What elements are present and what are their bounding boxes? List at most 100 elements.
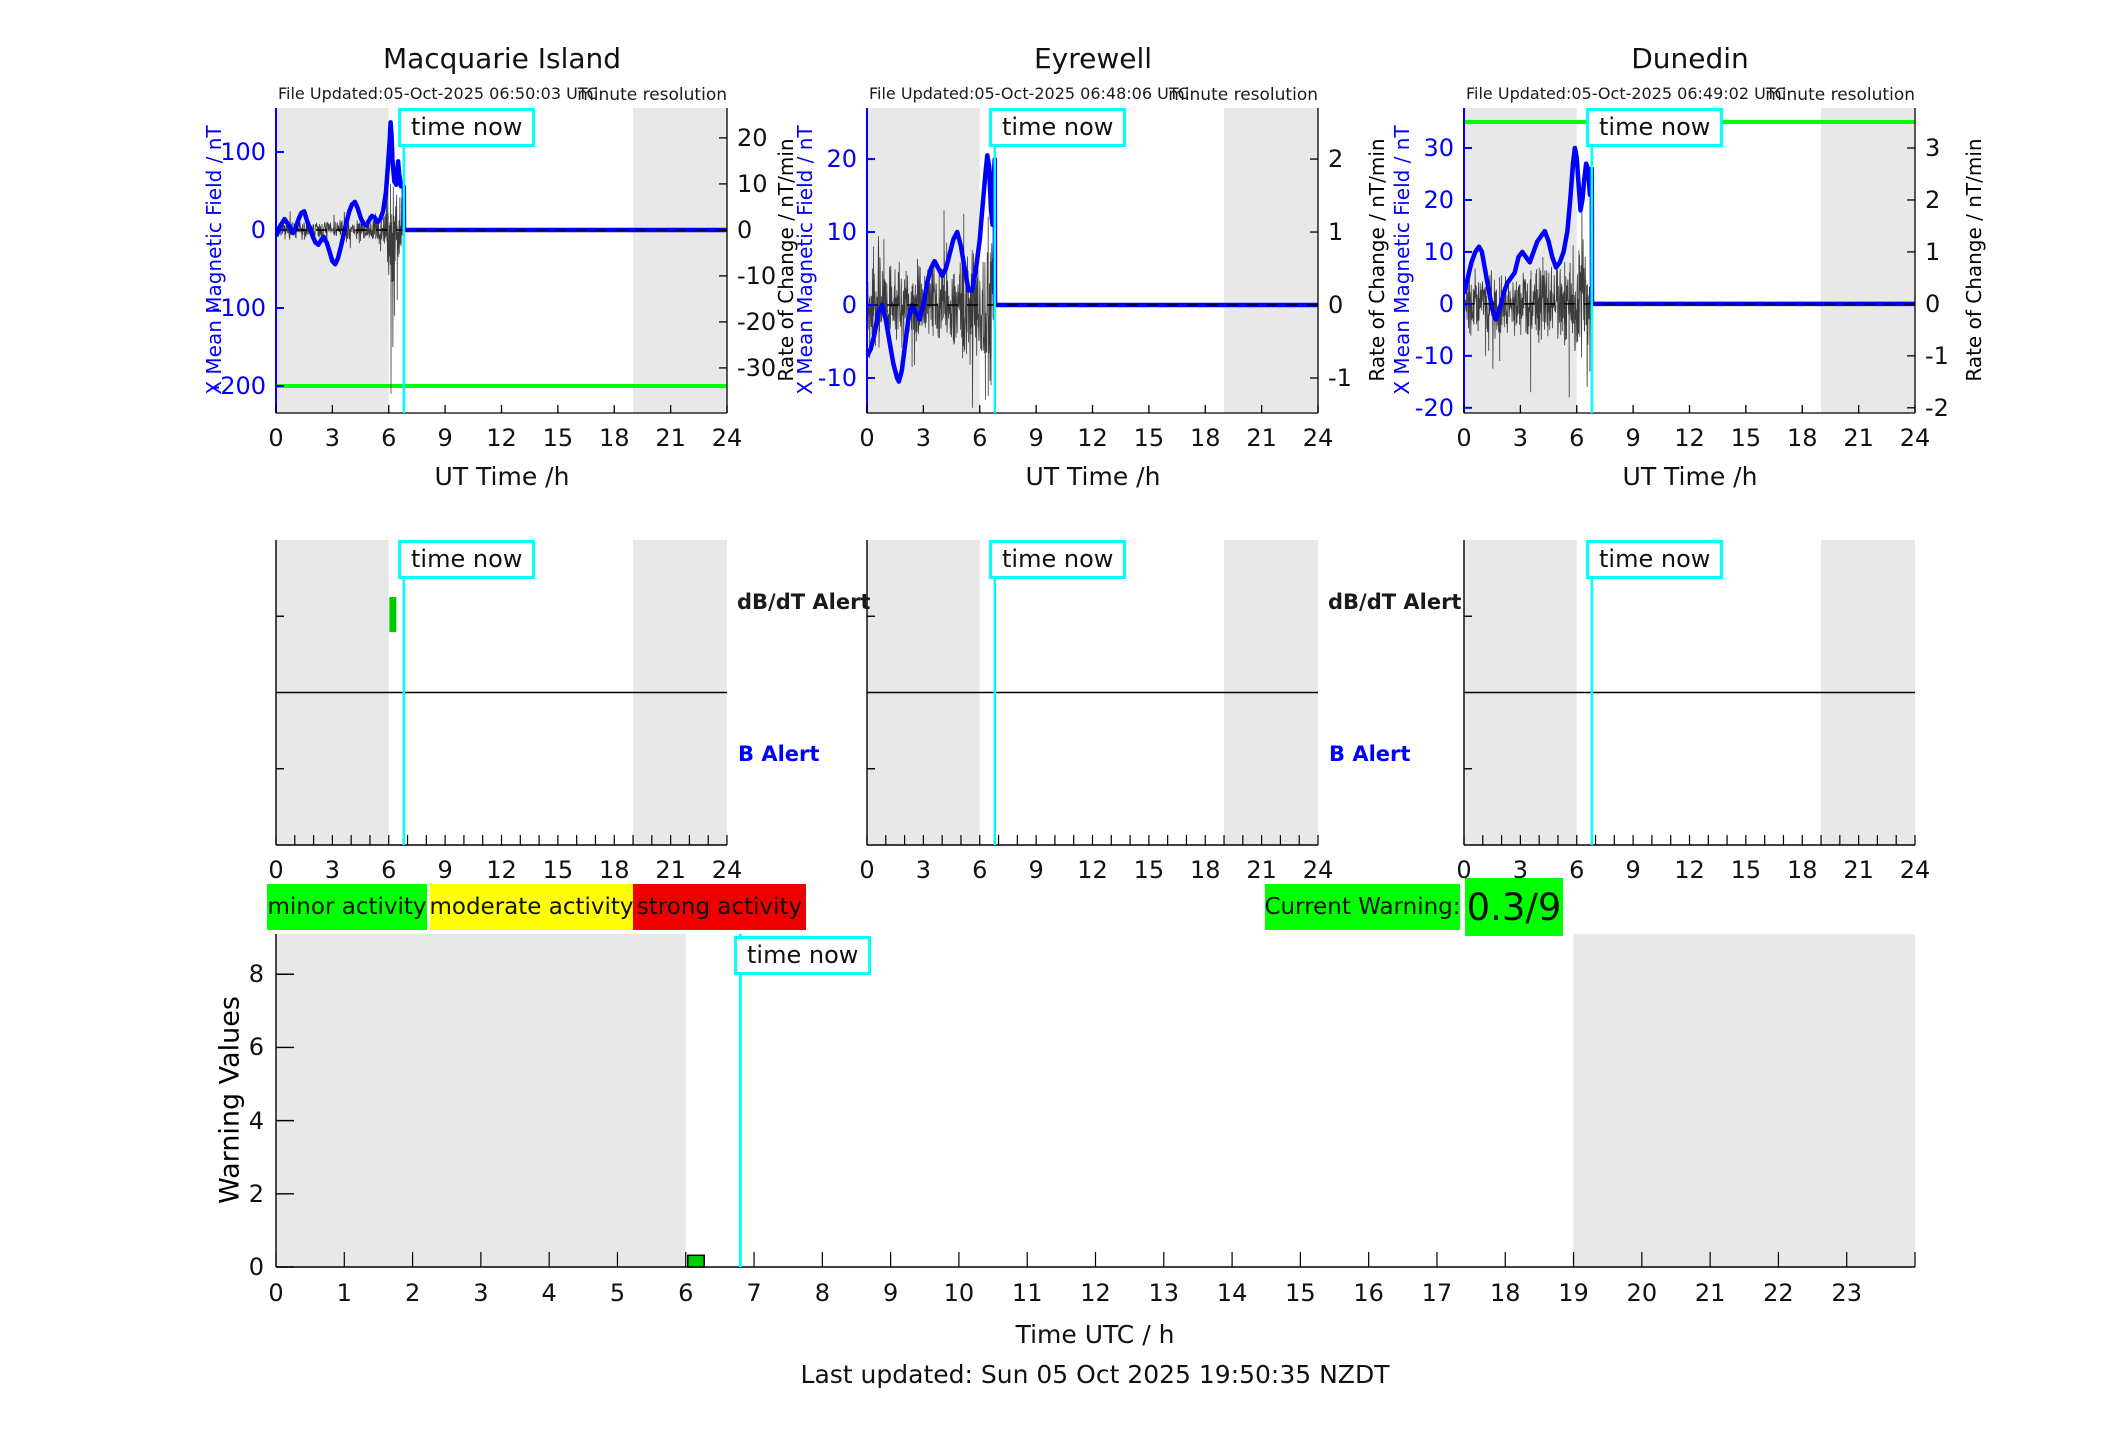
x-tick-label: 17 [1421,1279,1453,1307]
night-shading-band [1224,108,1318,413]
right-tick-label: -20 [737,307,777,336]
y-axis-label-text: Rate of Change / nT/min [1962,138,1986,382]
left-tick-label: 20 [826,145,857,174]
current-warning-value: 0.3/9 [1465,878,1563,936]
dbdt-alert-label-macquarie: dB/dT Alert [737,590,871,614]
left-tick-label: 10 [1423,237,1454,266]
x-tick-label: 10 [943,1279,975,1307]
right-tick-label: -1 [1328,363,1352,392]
x-tick-label: 12 [1077,856,1108,884]
b-alert-label-eyrewell: B Alert [1329,742,1411,766]
time-now-flag-alert-eyrewell: time now [989,540,1127,579]
x-tick-label: 0 [1456,856,1472,884]
right-tick-label: -2 [1925,393,1949,422]
left-tick-label: -100 [211,294,266,322]
x-tick-label: 9 [1625,856,1641,884]
x-tick-label: 13 [1148,1279,1180,1307]
x-mean-field-line [867,153,1318,384]
right-tick-label: -10 [737,261,777,290]
left-tick-label: -10 [817,363,857,392]
x-tick-label: 21 [655,856,686,884]
x-tick-label: 21 [1246,856,1277,884]
x-tick-label: 21 [655,424,686,452]
x-tick-label: 3 [324,856,341,884]
x-tick-label: 18 [1189,424,1221,452]
x-tick-label: 23 [1831,1279,1862,1307]
x-tick-label: 9 [437,856,453,884]
x-tick-label: 18 [1489,1279,1521,1307]
time-now-flag-top-eyrewell: time now [989,108,1127,147]
time-utc-axis-label: Time UTC / h [1015,1320,1175,1349]
y-tick-label: 0 [248,1253,264,1281]
x-tick-label: 12 [1080,1279,1111,1307]
x-tick-label: 9 [1625,424,1641,452]
chart-title-macquarie: Macquarie Island [382,42,622,75]
x-tick-label: 3 [1512,424,1529,452]
right-tick-label: 0 [737,215,753,244]
x-tick-label: 21 [1843,424,1874,452]
night-shading-band [1573,934,1915,1267]
x-tick-label: 8 [814,1279,830,1307]
x-mean-field-line [1464,145,1915,322]
x-mean-field-line [276,120,727,267]
right-tick-label: 10 [737,169,768,198]
x-tick-label: 9 [1028,424,1044,452]
right-tick-label: 0 [1328,291,1344,319]
x-tick-label: 0 [859,856,875,884]
x-tick-label: 11 [1011,1279,1043,1307]
resolution-note-eyrewell: minute resolution [1168,85,1318,105]
current-warning-text: Current Warning: [1264,894,1461,920]
y-tick-label: 6 [248,1033,264,1062]
right-tick-label: 2 [1925,185,1941,214]
x-tick-label: 16 [1353,1279,1384,1307]
left-tick-label: 20 [1423,185,1454,214]
legend-strong-activity: strong activity [633,884,806,930]
left-tick-label: 10 [826,218,857,247]
rate-of-change-noise-line [867,210,995,408]
x-tick-label: 4 [541,1279,557,1307]
x-tick-label: 24 [1899,856,1931,884]
dbdt-alert-label-eyrewell: dB/dT Alert [1328,590,1462,614]
x-tick-label: 6 [972,856,988,884]
b-alert-label-macquarie: B Alert [738,742,820,766]
time-now-flag-alert-macquarie: time now [398,540,536,579]
x-tick-label: 15 [542,856,574,884]
last-updated-text: Last updated: Sun 05 Oct 2025 19:50:35 N… [800,1360,1390,1389]
x-tick-label: 0 [268,856,284,884]
x-tick-label: 6 [678,1279,694,1307]
rate-of-change-noise-line [1464,210,1592,398]
y-axis-label-text: X Mean Magnetic Field / nT [1390,125,1414,395]
right-tick-label: 1 [1925,237,1941,266]
chart-title-dunedin: Dunedin [1631,42,1749,75]
legend-label: strong activity [636,894,803,920]
x-tick-label: 3 [915,424,932,452]
x-tick-label: 15 [1285,1279,1316,1307]
x-tick-label: 6 [381,856,397,884]
legend-minor-activity: minor activity [267,884,427,930]
left-tick-label: -10 [1414,341,1454,370]
x-tick-label: 0 [859,424,875,452]
x-tick-label: 6 [381,424,397,452]
resolution-note-macquarie: minute resolution [577,85,727,105]
x-tick-label: 24 [711,856,743,884]
file-updated-macquarie: File Updated:05-Oct-2025 06:50:03 UTC [278,84,598,103]
legend-label: moderate activity [429,894,634,920]
current-warning-value-text: 0.3/9 [1466,885,1562,929]
x-tick-label: 3 [473,1279,489,1307]
x-tick-label: 9 [882,1279,899,1307]
x-tick-label: 12 [1674,856,1705,884]
left-tick-label: 100 [220,137,266,166]
x-tick-label: 0 [268,1279,284,1307]
x-tick-label: 20 [1626,1279,1658,1307]
y-tick-label: 2 [248,1179,264,1208]
right-tick-label: 1 [1328,218,1344,247]
x-tick-label: 6 [972,424,988,452]
x-tick-label: 21 [1843,856,1874,884]
time-now-flag-top-dunedin: time now [1586,108,1724,147]
x-tick-label: 3 [915,856,932,884]
y-axis-label-text: Warning Values [214,996,246,1204]
x-tick-label: 18 [1189,856,1221,884]
legend-moderate-activity: moderate activity [429,884,634,930]
warning-value-bar [687,1254,705,1268]
x-tick-label: 18 [1786,424,1818,452]
